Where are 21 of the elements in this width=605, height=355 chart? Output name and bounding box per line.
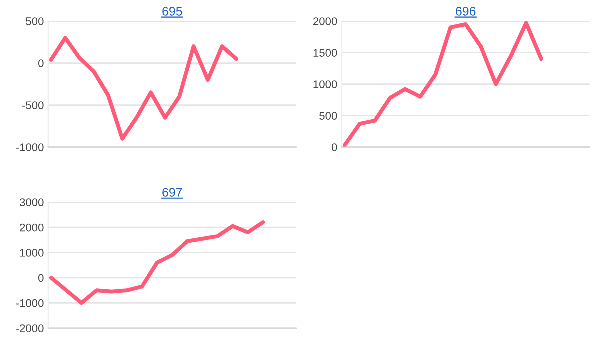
y-tick-label: 0 [38,60,44,68]
y-tick-label: 0 [332,144,338,152]
y-tick-label: 500 [26,18,44,26]
y-tick-label: -500 [22,102,44,110]
chart-title: 697 [162,188,182,197]
y-tick-label: 500 [320,112,338,120]
y-tick-label: 3000 [20,198,44,206]
line-series [342,21,544,148]
y-tick-label: 2000 [20,224,44,232]
line-series [49,220,266,306]
y-tick-label: 0 [38,274,44,282]
chart-title: 696 [456,7,476,16]
y-tick-label: 1000 [20,249,44,257]
y-tick-label: -1000 [16,299,44,308]
y-tick-label: 1000 [314,80,338,88]
y-tick-label: -1000 [16,144,44,152]
y-tick-label: 2000 [314,18,338,26]
y-tick-label: 1500 [314,49,338,57]
y-tick-label: -2000 [16,324,44,333]
line-series [49,36,239,141]
chart-title: 695 [162,7,182,16]
